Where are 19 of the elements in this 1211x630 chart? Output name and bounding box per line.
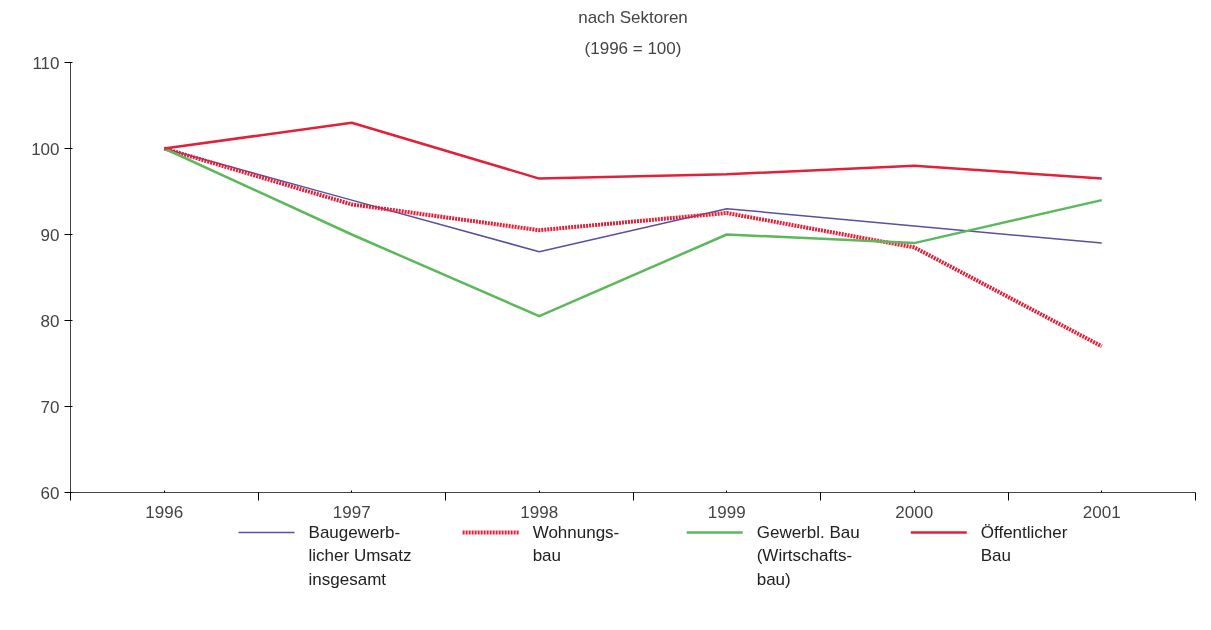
x-tick-label: 2001 <box>1082 502 1121 522</box>
legend-label: Gewerbl. Bau (Wirtschafts- bau) <box>756 522 860 589</box>
y-tick-label: 110 <box>32 53 60 73</box>
chart-title: nach Sektoren <box>578 7 688 27</box>
x-tick-label: 1999 <box>707 502 746 522</box>
legend-label: Öffentlicher Bau <box>980 522 1068 566</box>
y-tick-label: 80 <box>40 311 60 331</box>
legend-label: Wohnungs- bau <box>532 522 620 566</box>
x-tick-label: 1998 <box>520 502 559 522</box>
legend-label: Baugewerb- licher Umsatz insgesamt <box>308 522 412 589</box>
x-tick-label: 2000 <box>895 502 934 522</box>
y-tick-label: 60 <box>40 483 60 503</box>
line-series <box>163 147 1103 318</box>
x-tick-label: 1997 <box>332 502 371 522</box>
y-tick-label: 90 <box>40 225 60 245</box>
x-tick-label: 1996 <box>145 502 184 522</box>
y-tick-label: 100 <box>31 139 60 159</box>
chart-subtitle: (1996 = 100) <box>584 38 682 58</box>
y-tick-label: 70 <box>40 397 60 417</box>
